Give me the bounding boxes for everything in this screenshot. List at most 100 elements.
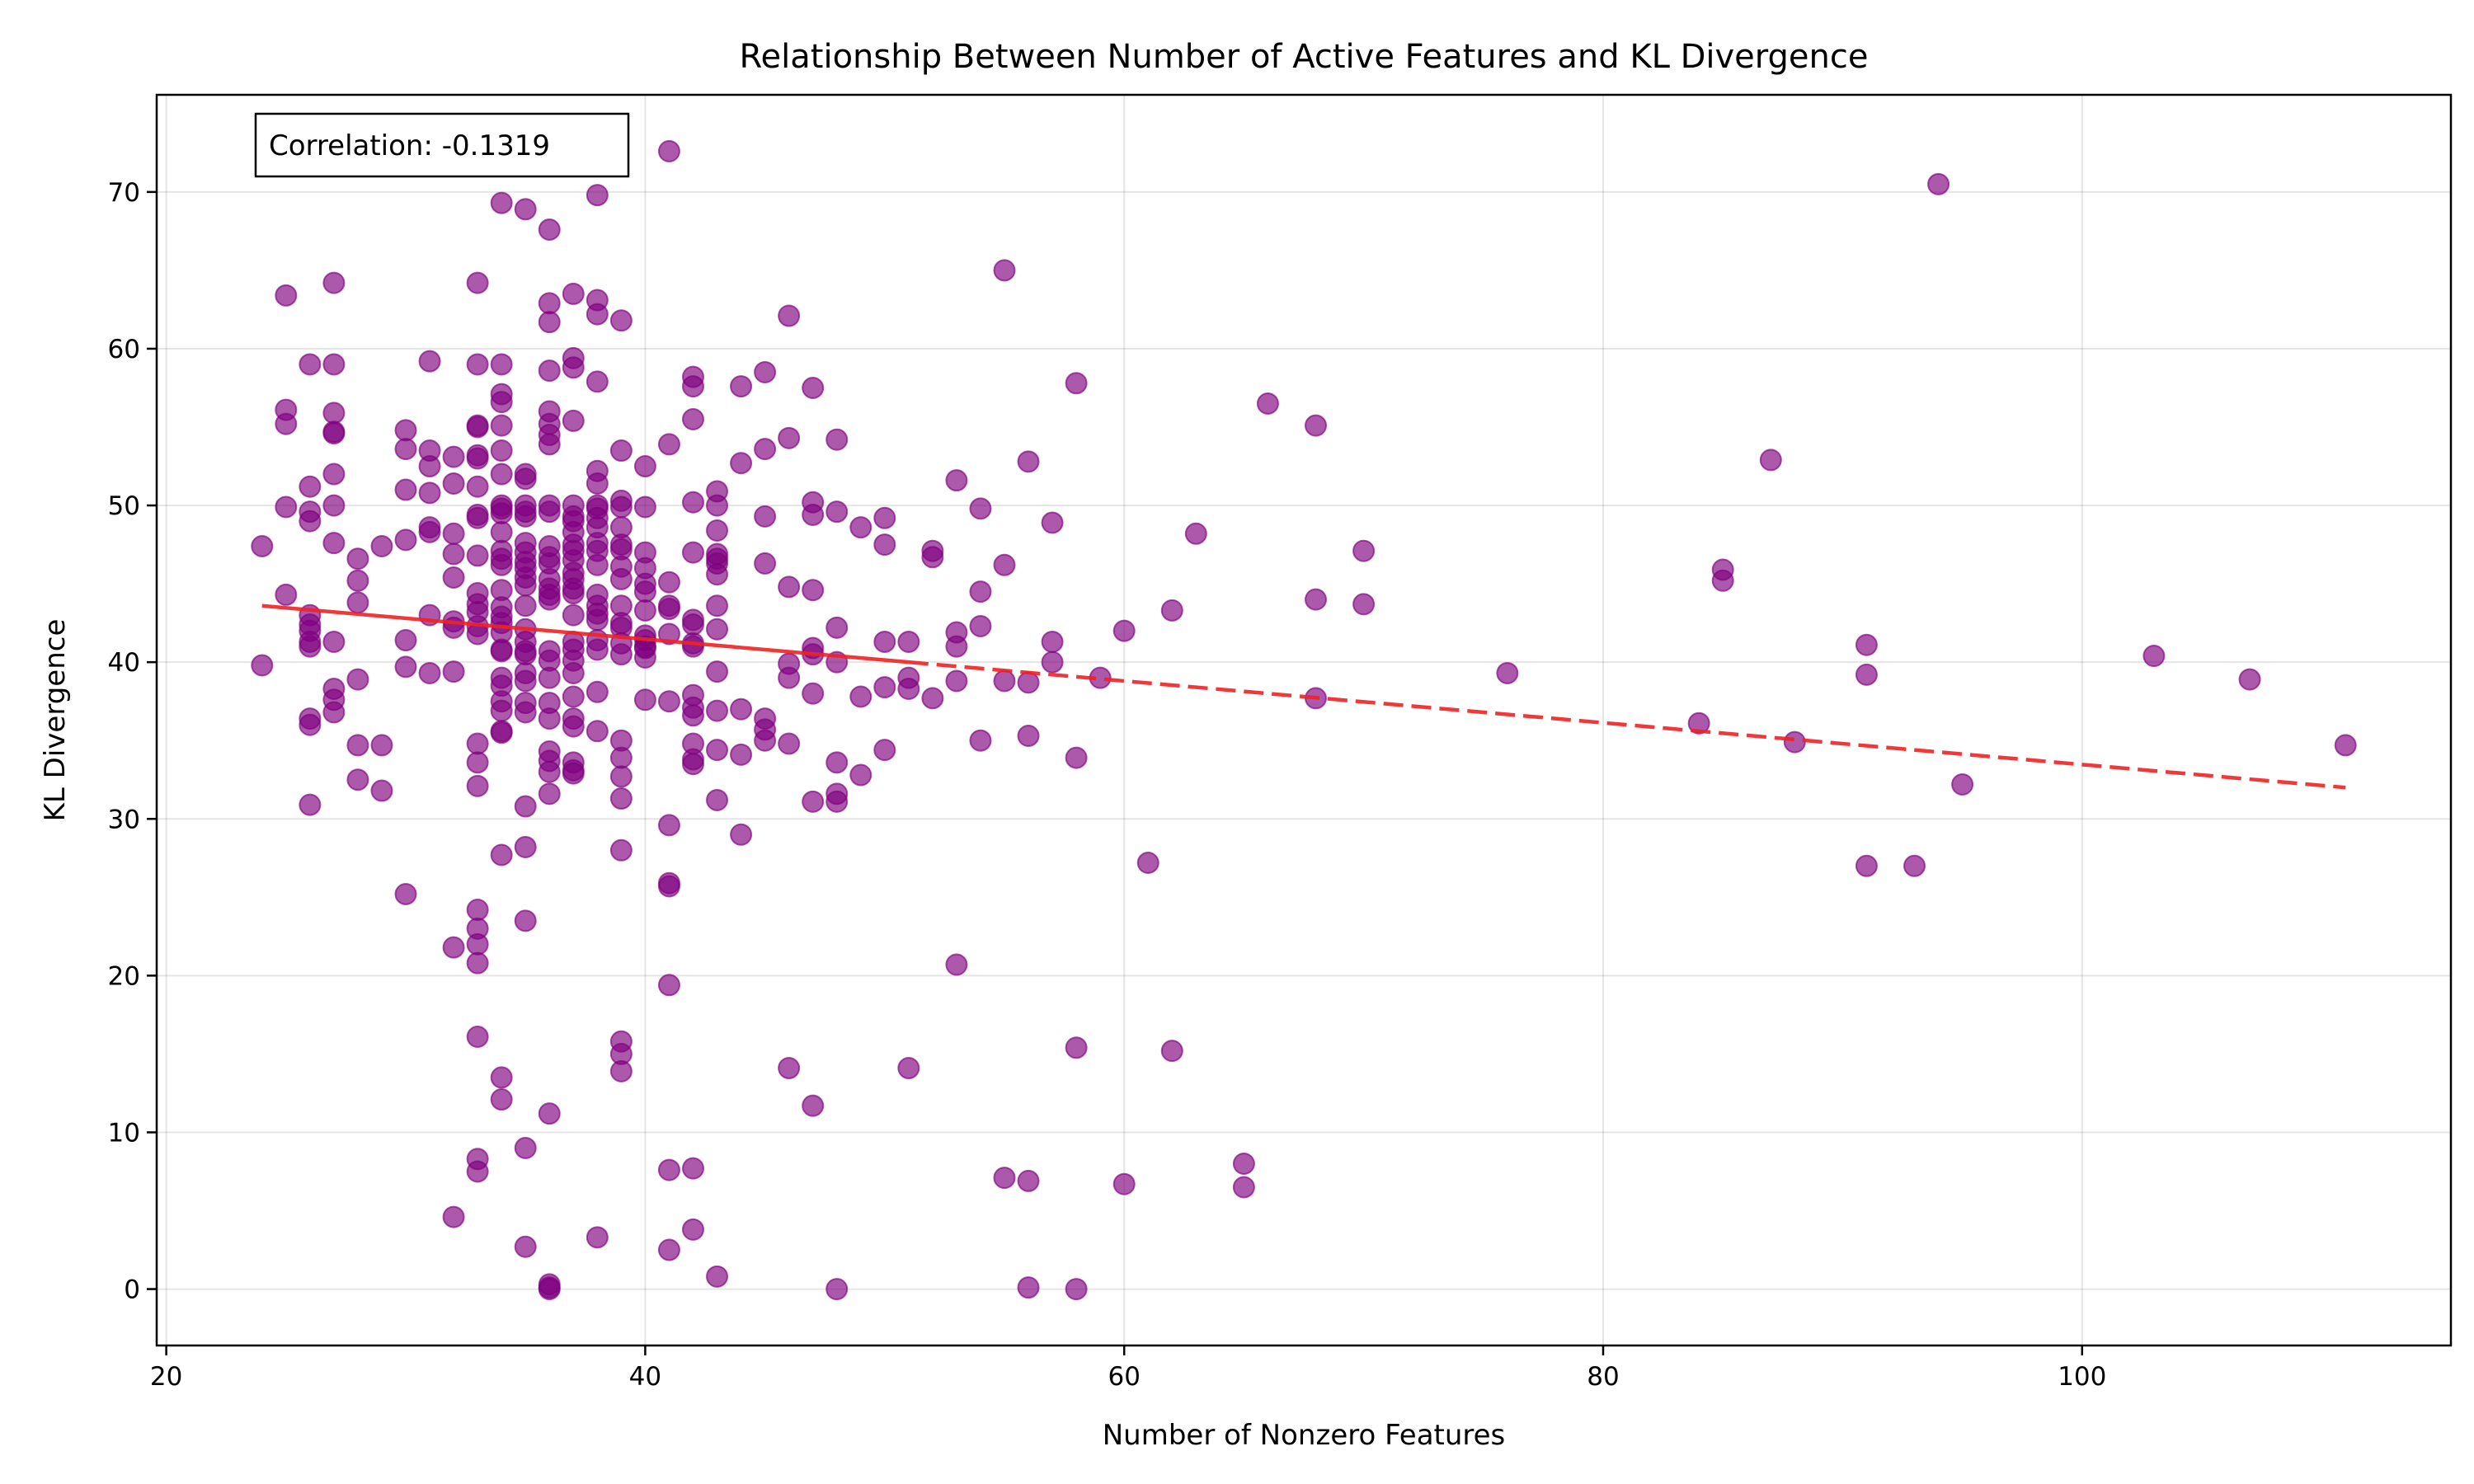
data-point xyxy=(442,542,465,566)
data-point xyxy=(586,1226,609,1249)
data-point xyxy=(609,439,633,463)
data-point xyxy=(346,591,369,614)
x-tick-label: 40 xyxy=(629,1362,661,1392)
data-point xyxy=(657,875,680,898)
data-point xyxy=(657,1238,680,1261)
data-point xyxy=(681,613,704,636)
data-point xyxy=(275,495,298,519)
data-point xyxy=(1041,511,1064,534)
data-point xyxy=(466,353,489,376)
data-point xyxy=(490,843,513,866)
data-point xyxy=(514,505,537,528)
data-point xyxy=(778,426,801,449)
data-point xyxy=(418,520,441,543)
data-point xyxy=(609,643,633,666)
data-point xyxy=(251,534,274,557)
data-point xyxy=(657,690,680,713)
data-point xyxy=(778,732,801,755)
data-point xyxy=(897,630,920,653)
data-point xyxy=(657,571,680,594)
data-point xyxy=(322,463,346,486)
data-point xyxy=(1017,1169,1040,1192)
data-point xyxy=(706,594,729,618)
data-point xyxy=(490,520,513,543)
data-point xyxy=(346,668,369,691)
data-point xyxy=(394,629,417,652)
data-point xyxy=(562,582,585,605)
data-point xyxy=(993,669,1016,693)
data-point xyxy=(969,580,992,603)
data-point xyxy=(2334,734,2357,757)
data-point xyxy=(849,763,872,787)
data-point xyxy=(706,660,729,683)
data-point xyxy=(706,1265,729,1288)
data-point xyxy=(706,699,729,722)
data-point xyxy=(706,788,729,811)
data-point xyxy=(945,953,968,976)
data-point xyxy=(538,311,561,334)
data-point xyxy=(346,768,369,791)
data-point xyxy=(251,654,274,677)
data-point xyxy=(1017,671,1040,694)
data-point xyxy=(873,506,896,529)
data-point xyxy=(299,353,322,376)
data-point xyxy=(1305,588,1328,611)
data-point xyxy=(1855,663,1878,686)
data-point xyxy=(275,284,298,307)
data-point xyxy=(442,522,465,545)
data-point xyxy=(1711,569,1734,592)
data-point xyxy=(1855,854,1878,877)
data-point xyxy=(633,688,656,711)
data-point xyxy=(514,198,537,221)
data-point xyxy=(609,1059,633,1082)
data-point xyxy=(466,506,489,529)
data-point xyxy=(514,574,537,597)
data-point xyxy=(969,729,992,752)
data-point xyxy=(802,376,825,399)
data-point xyxy=(873,739,896,762)
data-point xyxy=(490,439,513,463)
x-axis-label: Number of Nonzero Features xyxy=(1103,1419,1506,1452)
data-point xyxy=(1017,725,1040,748)
data-point xyxy=(394,883,417,906)
data-point xyxy=(1017,1276,1040,1299)
data-point xyxy=(514,1235,537,1258)
data-point xyxy=(562,685,585,708)
data-point xyxy=(609,309,633,332)
data-point xyxy=(394,528,417,552)
data-point xyxy=(1065,372,1088,395)
data-point xyxy=(466,899,489,922)
correlation-text: Correlation: -0.1319 xyxy=(269,129,550,162)
data-point xyxy=(538,782,561,805)
data-point xyxy=(609,765,633,788)
data-point xyxy=(849,516,872,539)
data-point xyxy=(490,553,513,576)
data-point xyxy=(778,304,801,327)
data-point xyxy=(514,795,537,818)
data-point xyxy=(538,433,561,456)
data-point xyxy=(275,583,298,606)
data-point xyxy=(778,666,801,689)
data-point xyxy=(1041,630,1064,653)
data-point xyxy=(2142,645,2166,668)
data-point xyxy=(466,951,489,974)
data-point xyxy=(657,1158,680,1181)
data-point xyxy=(730,375,753,398)
data-point xyxy=(730,697,753,721)
data-point xyxy=(1783,730,1806,754)
data-point xyxy=(778,1057,801,1080)
data-point xyxy=(466,751,489,774)
data-point xyxy=(825,790,849,813)
data-point xyxy=(681,753,704,776)
data-point xyxy=(681,541,704,564)
data-point xyxy=(514,1136,537,1159)
data-point xyxy=(514,909,537,932)
data-point xyxy=(394,438,417,461)
data-point xyxy=(538,760,561,783)
data-point xyxy=(586,680,609,703)
data-point xyxy=(1041,650,1064,674)
data-point xyxy=(609,746,633,769)
data-point xyxy=(754,438,777,461)
